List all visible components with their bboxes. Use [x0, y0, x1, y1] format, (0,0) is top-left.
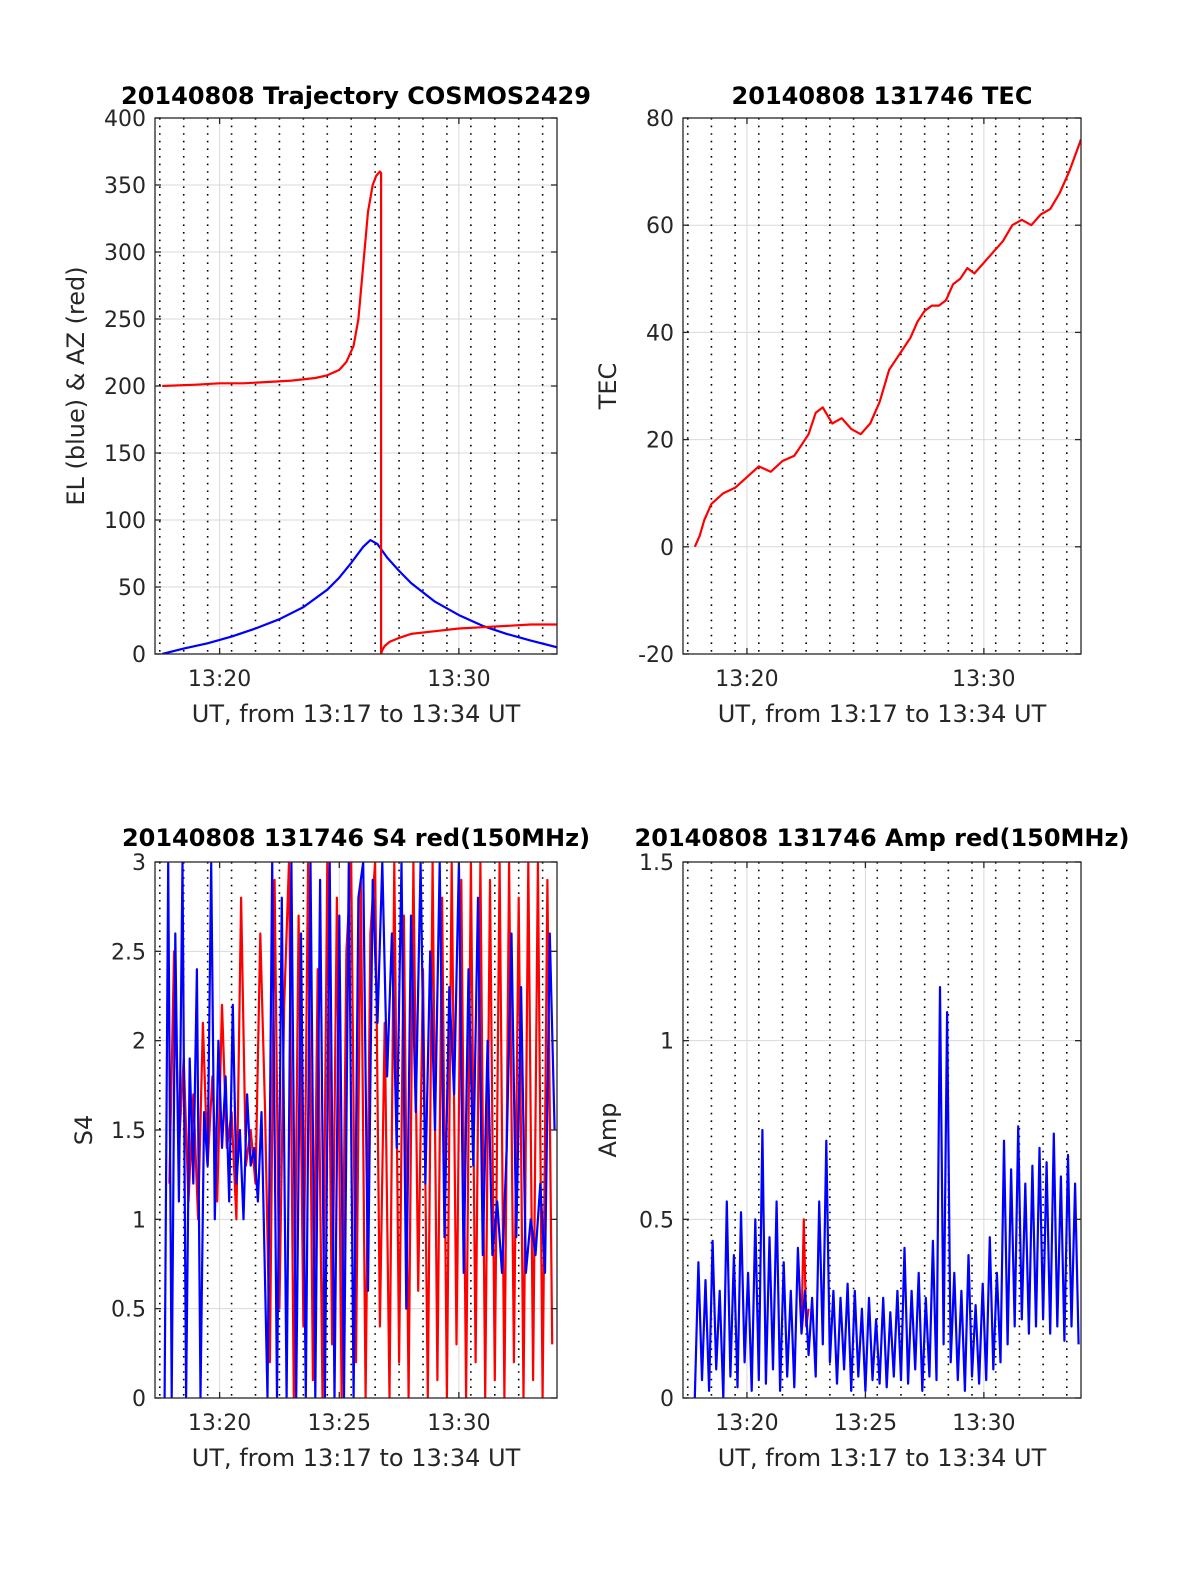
amp-ytick-label-3: 1.5 [639, 851, 674, 876]
s4-ytick-label-3: 1.5 [111, 1119, 146, 1144]
trajectory-xlabel: UT, from 13:17 to 13:34 UT [192, 700, 521, 728]
trajectory-plot: 20140808 Trajectory COSMOS2429 UT, from … [62, 82, 591, 728]
amp-xtick-label-0: 13:20 [715, 1411, 778, 1436]
trajectory-ytick-label-7: 350 [104, 174, 146, 199]
s4-xlabel: UT, from 13:17 to 13:34 UT [192, 1444, 521, 1472]
tec-series-red [693, 139, 1081, 548]
tec-ytick-label-4: 60 [646, 214, 674, 239]
trajectory-ytick-label-8: 400 [104, 107, 146, 132]
s4-ytick-label-0: 0 [132, 1387, 146, 1412]
tec-ylabel: TEC [594, 363, 622, 411]
s4-series-blue [163, 862, 556, 1398]
trajectory-ytick-label-2: 100 [104, 509, 146, 534]
trajectory-title: 20140808 Trajectory COSMOS2429 [121, 82, 591, 110]
trajectory-series-red [162, 170, 557, 654]
tec-ytick-label-5: 80 [646, 107, 674, 132]
amp-xtick-label-1: 13:25 [834, 1411, 897, 1436]
trajectory-series-blue [161, 538, 557, 654]
tec-ytick-label-1: 0 [660, 536, 674, 561]
amp-xtick-label-2: 13:30 [952, 1411, 1015, 1436]
tec-ytick-label-2: 20 [646, 429, 674, 454]
tec-axes-box [682, 117, 1082, 655]
amp-ylabel: Amp [594, 1102, 622, 1157]
tec-ytick-label-0: -20 [638, 643, 674, 668]
s4-xtick-label-2: 13:30 [427, 1411, 490, 1436]
amp-series-blue [693, 985, 1080, 1398]
s4-ytick-label-6: 3 [132, 851, 146, 876]
amp-xlabel: UT, from 13:17 to 13:34 UT [718, 1444, 1047, 1472]
tec-title: 20140808 131746 TEC [732, 82, 1033, 110]
s4-xtick-label-1: 13:25 [308, 1411, 371, 1436]
tec-ytick-label-3: 40 [646, 321, 674, 346]
s4-ytick-label-2: 1 [132, 1208, 146, 1233]
trajectory-ytick-label-3: 150 [104, 442, 146, 467]
trajectory-xtick-label-0: 13:20 [188, 667, 251, 692]
amp-title: 20140808 131746 Amp red(150MHz) [635, 824, 1130, 852]
s4-ylabel: S4 [70, 1115, 98, 1146]
tec-xtick-label-0: 13:20 [715, 667, 778, 692]
s4-plot: 20140808 131746 S4 red(150MHz) UT, from … [70, 824, 590, 1472]
trajectory-ylabel: EL (blue) & AZ (red) [62, 266, 90, 505]
tec-xtick-label-1: 13:30 [952, 667, 1015, 692]
trajectory-ytick-label-1: 50 [118, 576, 146, 601]
s4-xtick-label-0: 13:20 [188, 1411, 251, 1436]
tec-plot: 20140808 131746 TEC UT, from 13:17 to 13… [594, 82, 1082, 728]
trajectory-ytick-label-6: 300 [104, 241, 146, 266]
s4-ytick-label-1: 0.5 [111, 1298, 146, 1323]
s4-title: 20140808 131746 S4 red(150MHz) [122, 824, 590, 852]
amp-ytick-label-0: 0 [660, 1387, 674, 1412]
trajectory-ytick-label-4: 200 [104, 375, 146, 400]
amp-ytick-label-1: 0.5 [639, 1208, 674, 1233]
s4-ytick-label-5: 2.5 [111, 940, 146, 965]
s4-ytick-label-4: 2 [132, 1030, 146, 1055]
tec-xlabel: UT, from 13:17 to 13:34 UT [718, 700, 1047, 728]
trajectory-xtick-label-1: 13:30 [427, 667, 490, 692]
amp-ytick-label-2: 1 [660, 1030, 674, 1055]
trajectory-ytick-label-5: 250 [104, 308, 146, 333]
amp-axes-box [682, 861, 1082, 1399]
amp-plot: 20140808 131746 Amp red(150MHz) UT, from… [594, 824, 1129, 1472]
trajectory-ytick-label-0: 0 [132, 643, 146, 668]
